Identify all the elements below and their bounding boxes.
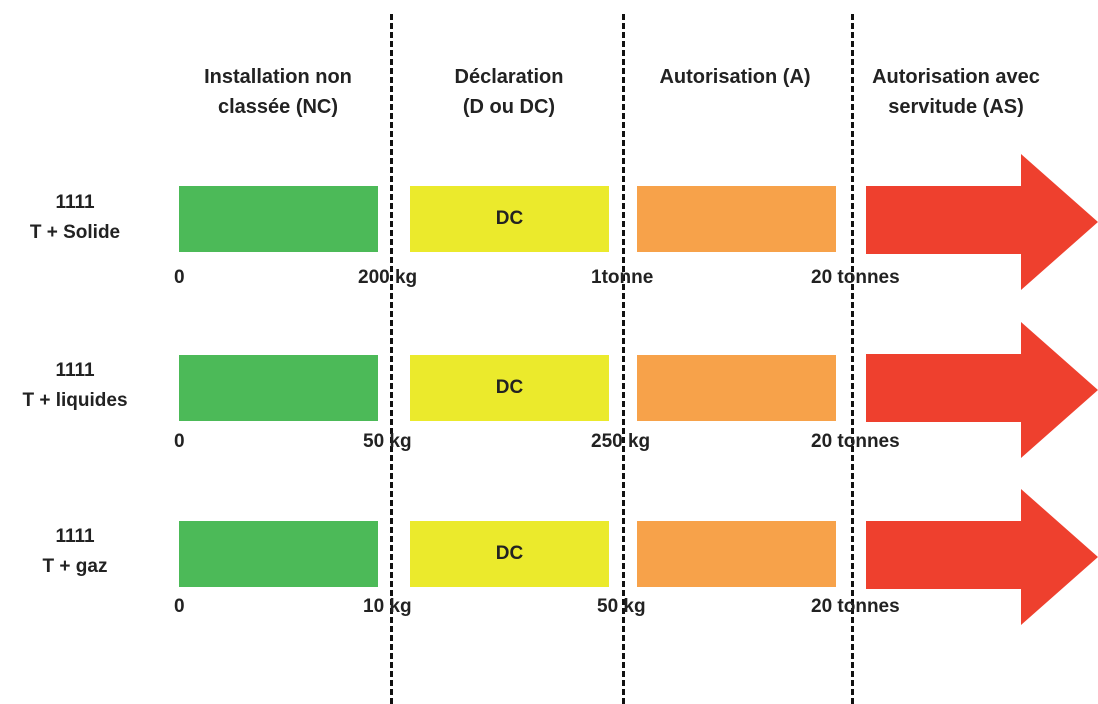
bar-declaration-label: DC	[495, 543, 524, 564]
row-label: 1111 T + liquides	[0, 356, 150, 416]
row-code: 1111	[55, 192, 95, 213]
column-header-autorisation-line1: Autorisation (A)	[659, 66, 811, 88]
row-substance: T + gaz	[42, 556, 108, 577]
column-header-nc-line1: Installation non	[204, 66, 352, 88]
column-header-servitude: Autorisation avec servitude (AS)	[836, 62, 1076, 122]
arrow-as-icon	[866, 154, 1098, 290]
bar-declaration-label: DC	[495, 208, 524, 229]
column-header-nc-line2: classée (NC)	[217, 96, 339, 118]
bar-nc	[179, 186, 378, 252]
bar-declaration: DC	[410, 186, 609, 252]
bar-declaration: DC	[410, 355, 609, 421]
threshold-0: 0	[174, 431, 185, 452]
column-header-declaration-line1: Déclaration	[454, 66, 564, 88]
threshold-3: 20 tonnes	[811, 267, 900, 288]
arrow-as-icon	[866, 489, 1098, 625]
threshold-3: 20 tonnes	[811, 596, 900, 617]
row-code: 1111	[55, 526, 95, 547]
threshold-1: 10 kg	[363, 596, 412, 617]
bar-autorisation	[637, 355, 836, 421]
column-header-declaration: Déclaration (D ou DC)	[389, 62, 629, 122]
bar-declaration: DC	[410, 521, 609, 587]
row-label: 1111 T + Solide	[0, 188, 150, 248]
row-substance: T + liquides	[22, 390, 128, 411]
bar-nc	[179, 521, 378, 587]
divider-nc-d	[390, 14, 393, 704]
column-header-servitude-line2: servitude (AS)	[888, 96, 1024, 118]
threshold-1: 50 kg	[363, 431, 412, 452]
row-code: 1111	[55, 360, 95, 381]
divider-a-as	[851, 14, 854, 704]
bar-autorisation	[637, 186, 836, 252]
column-header-nc: Installation non classée (NC)	[158, 62, 398, 122]
column-header-autorisation: Autorisation (A)	[615, 62, 855, 92]
column-header-servitude-line1: Autorisation avec	[872, 66, 1040, 88]
row-substance: T + Solide	[29, 222, 121, 243]
bar-autorisation	[637, 521, 836, 587]
bar-declaration-label: DC	[495, 377, 524, 398]
threshold-1: 200 kg	[358, 267, 418, 288]
threshold-2: 1tonne	[591, 267, 654, 288]
threshold-0: 0	[174, 596, 185, 617]
threshold-0: 0	[174, 267, 185, 288]
column-header-declaration-line2: (D ou DC)	[462, 96, 556, 118]
threshold-2: 50 kg	[597, 596, 646, 617]
bar-nc	[179, 355, 378, 421]
threshold-2: 250 kg	[591, 431, 651, 452]
threshold-3: 20 tonnes	[811, 431, 900, 452]
row-label: 1111 T + gaz	[0, 522, 150, 582]
arrow-as-icon	[866, 322, 1098, 458]
divider-d-a	[622, 14, 625, 704]
